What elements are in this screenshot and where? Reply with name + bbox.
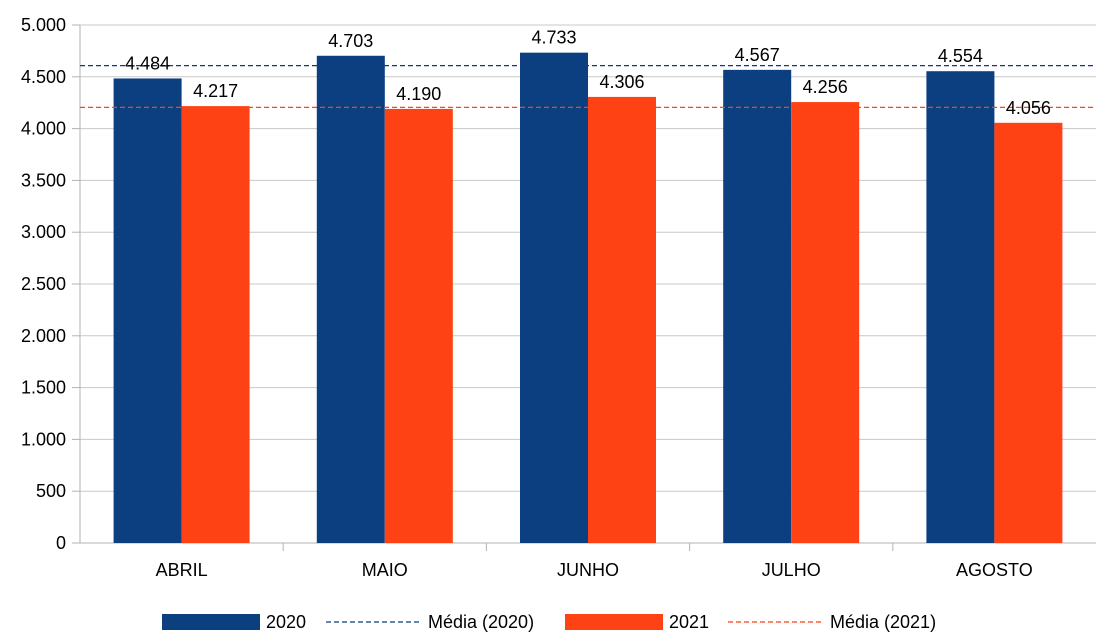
y-axis-ticks: 0 500 1.000 1.500 2.000 2.500 3.000 3.500 4.000 4… bbox=[21, 15, 80, 553]
data-label: 4.733 bbox=[531, 28, 576, 48]
legend-label-media-2021: Média (2021) bbox=[830, 612, 936, 632]
data-label: 4.056 bbox=[1006, 98, 1051, 118]
data-label: 4.554 bbox=[938, 46, 983, 66]
legend-label-media-2020: Média (2020) bbox=[428, 612, 534, 632]
bar-2020-junho bbox=[520, 52, 588, 544]
legend: 2020 Média (2020) 2021 Média (2021) bbox=[162, 612, 936, 632]
data-label: 4.217 bbox=[193, 81, 238, 101]
data-label: 4.306 bbox=[599, 72, 644, 92]
y-tick-label: 1.500 bbox=[21, 378, 66, 398]
x-tick-label: JULHO bbox=[762, 560, 821, 580]
data-label: 4.567 bbox=[735, 45, 780, 65]
data-label: 4.703 bbox=[328, 31, 373, 51]
y-tick-label: 3.500 bbox=[21, 170, 66, 190]
x-tick-label: AGOSTO bbox=[956, 560, 1033, 580]
bar-2021-maio bbox=[384, 108, 453, 543]
bars bbox=[113, 52, 1063, 544]
y-tick-label: 1.000 bbox=[21, 429, 66, 449]
x-axis-ticks: ABRIL MAIO JUNHO JULHO AGOSTO bbox=[156, 543, 1033, 580]
bar-2021-junho bbox=[588, 96, 656, 543]
bar-2021-julho bbox=[791, 102, 860, 543]
y-tick-label: 4.000 bbox=[21, 119, 66, 139]
data-labels: 4.484 4.217 4.703 4.190 4.733 4.306 4.567 4.256… bbox=[125, 28, 1051, 118]
y-tick-label: 0 bbox=[56, 533, 66, 553]
x-tick-label: MAIO bbox=[362, 560, 408, 580]
legend-swatch-2020 bbox=[162, 614, 260, 630]
y-tick-label: 4.500 bbox=[21, 67, 66, 87]
data-label: 4.256 bbox=[803, 77, 848, 97]
bar-2021-agosto bbox=[994, 122, 1063, 543]
y-tick-label: 5.000 bbox=[21, 15, 66, 35]
data-label: 4.484 bbox=[125, 53, 170, 73]
bar-2020-julho bbox=[723, 69, 792, 544]
legend-swatch-2021 bbox=[565, 614, 663, 630]
x-tick-label: ABRIL bbox=[156, 560, 208, 580]
y-tick-label: 500 bbox=[36, 481, 66, 501]
average-lines bbox=[80, 64, 1096, 109]
y-tick-label: 3.000 bbox=[21, 222, 66, 242]
bar-2021-abril bbox=[181, 106, 250, 543]
y-tick-label: 2.000 bbox=[21, 326, 66, 346]
legend-label-2020: 2020 bbox=[266, 612, 306, 632]
bar-2020-agosto bbox=[926, 71, 995, 543]
legend-label-2021: 2021 bbox=[669, 612, 709, 632]
x-tick-label: JUNHO bbox=[557, 560, 619, 580]
bar-2020-abril bbox=[113, 78, 182, 543]
bar-2020-maio bbox=[316, 55, 385, 544]
data-label: 4.190 bbox=[396, 84, 441, 104]
y-tick-label: 2.500 bbox=[21, 274, 66, 294]
